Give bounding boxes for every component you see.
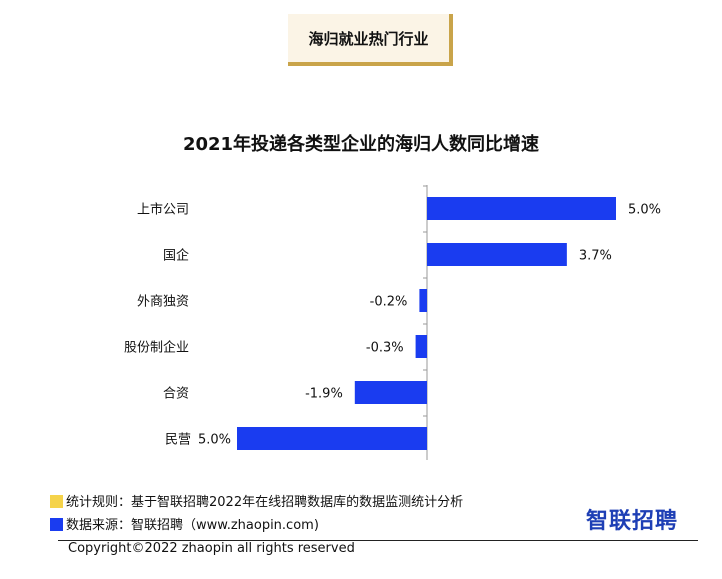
zhaopin-logo: 智联招聘 <box>586 509 679 534</box>
category-label: 合资 <box>163 387 189 402</box>
category-label: 上市公司 <box>137 202 189 218</box>
category-label: 国企 <box>163 248 189 264</box>
bar-5 <box>237 427 427 450</box>
value-label: 5.0% <box>198 433 231 448</box>
bar-0 <box>427 197 616 220</box>
category-label: 外商独资 <box>137 295 189 310</box>
bar-4 <box>354 381 427 404</box>
section-badge: 海归就业热门行业 <box>288 14 453 66</box>
category-label: 民营 <box>165 433 191 448</box>
value-label: 5.0% <box>628 203 661 218</box>
footer-note-rule-text: 统计规则：基于智联招聘2022年在线招聘数据库的数据监测统计分析 <box>66 495 464 510</box>
bar-chart: 上市公司 5.0% 国企 3.7% 外商独资 -0.2% 股份制企业 -0.3% 合资 -1.9%… <box>124 185 661 460</box>
footer-note-source-text: 数据来源：智联招聘（www.zhaopin.com) <box>66 518 319 533</box>
category-label: 股份制企业 <box>124 340 189 356</box>
bar-2 <box>419 289 427 312</box>
chart-title: 2021年投递各类型企业的海归人数同比增速 <box>182 134 540 155</box>
footer-rule-note: 统计规则：基于智联招聘2022年在线招聘数据库的数据监测统计分析 <box>50 491 463 510</box>
yellow-legend-swatch <box>50 495 63 508</box>
bar-3 <box>415 335 427 358</box>
footer-source-note: 数据来源：智联招聘（www.zhaopin.com) <box>50 514 319 533</box>
value-label: -1.9% <box>305 387 343 402</box>
value-label: -0.3% <box>366 341 404 356</box>
value-label: -0.2% <box>370 295 408 310</box>
copyright-text: Copyright©2022 zhaopin all rights reserv… <box>68 541 355 556</box>
value-label: 3.7% <box>579 249 612 264</box>
footer-divider <box>58 540 698 541</box>
blue-legend-swatch <box>50 518 63 531</box>
bar-1 <box>427 243 567 266</box>
